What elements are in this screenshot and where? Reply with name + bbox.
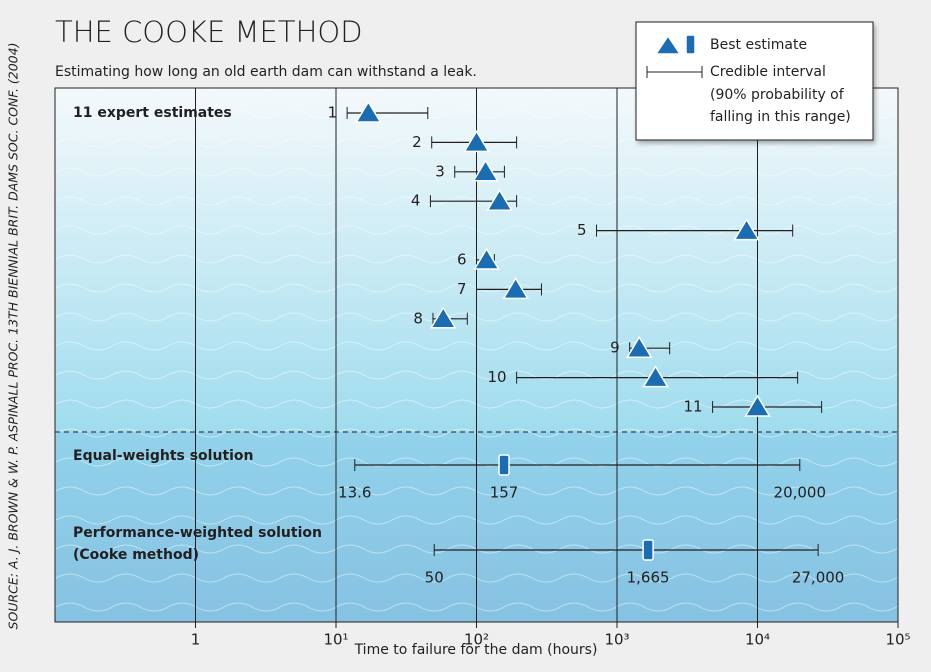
best-estimate	[463, 129, 490, 153]
value-label: 50	[425, 569, 444, 587]
expert-label: 7	[457, 280, 467, 298]
value-label: 27,000	[792, 569, 845, 587]
chart-subtitle: Estimating how long an old earth dam can…	[55, 64, 477, 80]
expert-label: 4	[411, 192, 421, 210]
expert-label: 11	[683, 398, 702, 416]
x-axis-label: Time to failure for the dam (hours)	[354, 642, 598, 658]
best-estimate	[502, 276, 529, 300]
best-estimate	[625, 335, 653, 358]
legend-interval-label: Credible interval	[710, 64, 826, 80]
best-estimate	[744, 394, 771, 417]
best-estimate	[498, 454, 510, 476]
expert-label: 2	[412, 133, 422, 151]
solution-name: (Cooke method)	[73, 547, 199, 563]
best-estimate	[473, 247, 500, 270]
best-estimate	[429, 306, 457, 329]
x-tick-label: 10²	[464, 631, 489, 649]
x-tick-label: 10¹	[323, 631, 348, 649]
legend-triangle	[654, 34, 682, 55]
legend-box	[635, 21, 874, 141]
legend-best: Best estimate	[710, 37, 807, 53]
marks	[346, 100, 823, 561]
best-estimate	[472, 159, 499, 182]
best-estimate	[733, 218, 760, 241]
x-tick-label: 10⁵	[885, 631, 910, 649]
legend-bar	[685, 34, 696, 55]
value-label: 157	[490, 484, 519, 502]
group-label: 11 expert estimates	[73, 105, 232, 121]
expert-label: 1	[328, 104, 338, 122]
expert-label: 3	[435, 162, 445, 180]
x-tick-label: 10³	[604, 631, 629, 649]
value-label: 20,000	[774, 484, 827, 502]
chart-title: THE COOKE METHOD	[55, 15, 363, 49]
expert-label: 9	[610, 339, 620, 357]
solution-name: Equal-weights solution	[73, 448, 254, 464]
expert-label: 10	[488, 368, 507, 386]
legend-interval-label: (90% probability of	[710, 87, 845, 103]
x-tick-label: 10⁴	[745, 631, 770, 649]
best-estimate	[486, 188, 513, 211]
best-estimate	[642, 365, 669, 388]
expert-label: 6	[457, 251, 467, 269]
source: SOURCE: A. J. BROWN & W. P. ASPINALL PRO…	[6, 43, 21, 630]
legend-interval-label: falling in this range)	[710, 109, 851, 125]
legend: Best estimate Credible interval (90% pro…	[635, 21, 874, 141]
best-estimate	[642, 539, 654, 561]
expert-label: 5	[577, 221, 587, 239]
expert-label: 8	[413, 309, 423, 327]
value-label: 13.6	[338, 484, 371, 502]
solution-name: Performance-weighted solution	[73, 525, 322, 541]
best-estimate	[355, 100, 382, 123]
x-tick-label: 1	[191, 631, 201, 649]
value-label: 1,665	[627, 569, 670, 587]
